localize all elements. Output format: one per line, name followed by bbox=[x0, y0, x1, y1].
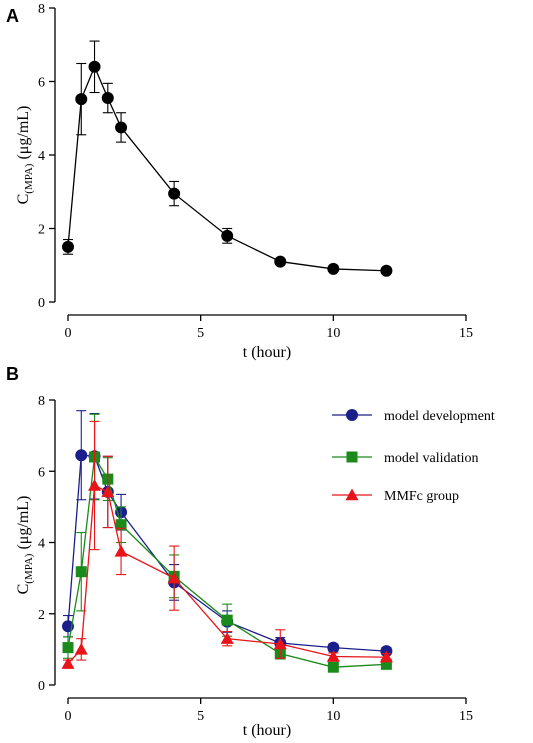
series-mmfc-group bbox=[61, 420, 393, 669]
legend-label: model validation bbox=[384, 451, 478, 466]
series-data bbox=[62, 40, 393, 277]
y-tick-label: 2 bbox=[38, 223, 45, 238]
series-line bbox=[67, 454, 387, 652]
data-point bbox=[167, 571, 181, 584]
y-tick-label: 0 bbox=[38, 296, 45, 311]
data-point bbox=[220, 632, 234, 644]
y-axis-label: C(MPA) (μg/mL) bbox=[15, 106, 35, 205]
x-axis-label: t (hour) bbox=[243, 344, 291, 361]
data-point bbox=[75, 566, 87, 578]
legend-label: MMFc group bbox=[384, 489, 459, 504]
data-point bbox=[88, 60, 101, 73]
panel-label: A bbox=[6, 6, 19, 26]
series-line bbox=[67, 484, 387, 665]
x-tick-label: 15 bbox=[459, 709, 473, 724]
legend-entry: model validation bbox=[332, 451, 478, 466]
y-tick-label: 4 bbox=[38, 149, 45, 164]
data-point bbox=[62, 240, 74, 253]
x-tick-label: 15 bbox=[459, 326, 473, 341]
x-axis-label: t (hour) bbox=[243, 722, 291, 739]
y-tick-label: 0 bbox=[38, 679, 45, 694]
data-point bbox=[221, 614, 233, 626]
data-point bbox=[327, 262, 340, 275]
panel-label: B bbox=[6, 364, 19, 384]
data-point bbox=[326, 650, 340, 662]
data-point bbox=[75, 449, 88, 462]
series-line bbox=[67, 455, 387, 668]
data-point bbox=[379, 650, 393, 663]
data-point bbox=[327, 661, 339, 673]
legend-marker bbox=[345, 488, 359, 501]
data-point bbox=[88, 479, 102, 491]
legend-entry: model development bbox=[332, 409, 495, 424]
y-tick-label: 6 bbox=[38, 465, 45, 480]
y-axis-label: C(MPA) (μg/mL) bbox=[15, 496, 35, 595]
legend-label: model development bbox=[384, 409, 495, 424]
x-tick-label: 5 bbox=[197, 709, 204, 724]
x-tick-label: 0 bbox=[65, 709, 72, 724]
series-line bbox=[67, 65, 387, 272]
panel-b: B 0 2 4 6 8 0 5 10 15 t (hour) C(MPA) (μg/mL) model … bbox=[6, 364, 495, 739]
data-point bbox=[74, 642, 88, 655]
y-tick-label: 8 bbox=[38, 394, 45, 409]
y-tick-label: 4 bbox=[38, 537, 45, 552]
data-point bbox=[101, 485, 115, 498]
data-point bbox=[380, 658, 392, 670]
data-point bbox=[168, 187, 181, 200]
x-tick-label: 5 bbox=[197, 326, 204, 341]
data-point bbox=[75, 93, 88, 106]
y-tick-label: 6 bbox=[38, 76, 45, 91]
y-tick-label: 2 bbox=[38, 608, 45, 623]
panel-a: A 0 2 4 6 8 0 5 10 15 t (hour) C(MPA) (μg/mL) bbox=[6, 2, 473, 361]
legend-marker bbox=[346, 451, 358, 463]
data-point bbox=[274, 255, 287, 268]
data-point bbox=[221, 229, 234, 242]
data-point bbox=[62, 642, 74, 654]
data-point bbox=[114, 544, 128, 557]
data-point bbox=[115, 121, 128, 134]
data-point bbox=[115, 519, 127, 531]
legend-marker bbox=[346, 409, 358, 421]
data-point bbox=[61, 657, 75, 669]
x-tick-label: 10 bbox=[326, 709, 340, 724]
data-point bbox=[101, 92, 114, 105]
data-point bbox=[273, 637, 287, 650]
data-point bbox=[380, 264, 393, 277]
x-tick-label: 0 bbox=[65, 326, 72, 341]
x-tick-label: 10 bbox=[326, 326, 340, 341]
y-tick-label: 8 bbox=[38, 2, 45, 17]
legend-entry: MMFc group bbox=[332, 488, 459, 504]
